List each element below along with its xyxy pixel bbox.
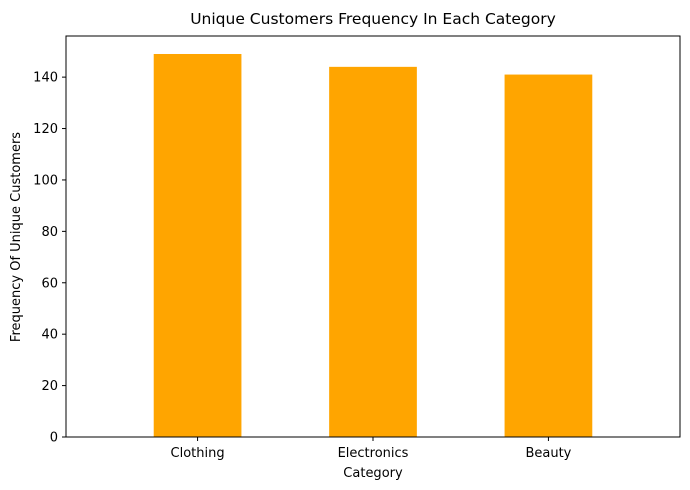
x-tick-label: Electronics — [338, 446, 409, 461]
chart-title: Unique Customers Frequency In Each Categ… — [190, 10, 556, 28]
y-axis-ticks: 0 20 40 60 80 100 120 140 — [33, 71, 66, 446]
bar-beauty — [504, 74, 593, 438]
y-tick-label: 120 — [33, 122, 58, 137]
x-tick-label: Clothing — [171, 446, 225, 461]
y-tick-label: 140 — [33, 71, 58, 86]
y-tick-label: 40 — [41, 328, 58, 343]
bar-electronics — [329, 66, 417, 437]
bar-clothing — [153, 53, 242, 437]
x-axis-ticks: Clothing Electronics Beauty — [171, 437, 572, 461]
bars-group — [153, 53, 593, 438]
y-tick-label: 100 — [33, 173, 58, 188]
y-tick-label: 80 — [41, 225, 58, 240]
x-tick-label: Beauty — [525, 446, 571, 461]
y-axis-label: Frequency Of Unique Customers — [9, 132, 24, 342]
x-axis-label: Category — [343, 466, 403, 481]
y-tick-label: 60 — [41, 276, 58, 291]
plot-area-frame — [65, 35, 681, 438]
y-tick-label: 0 — [50, 431, 58, 446]
y-tick-label: 20 — [41, 379, 58, 394]
